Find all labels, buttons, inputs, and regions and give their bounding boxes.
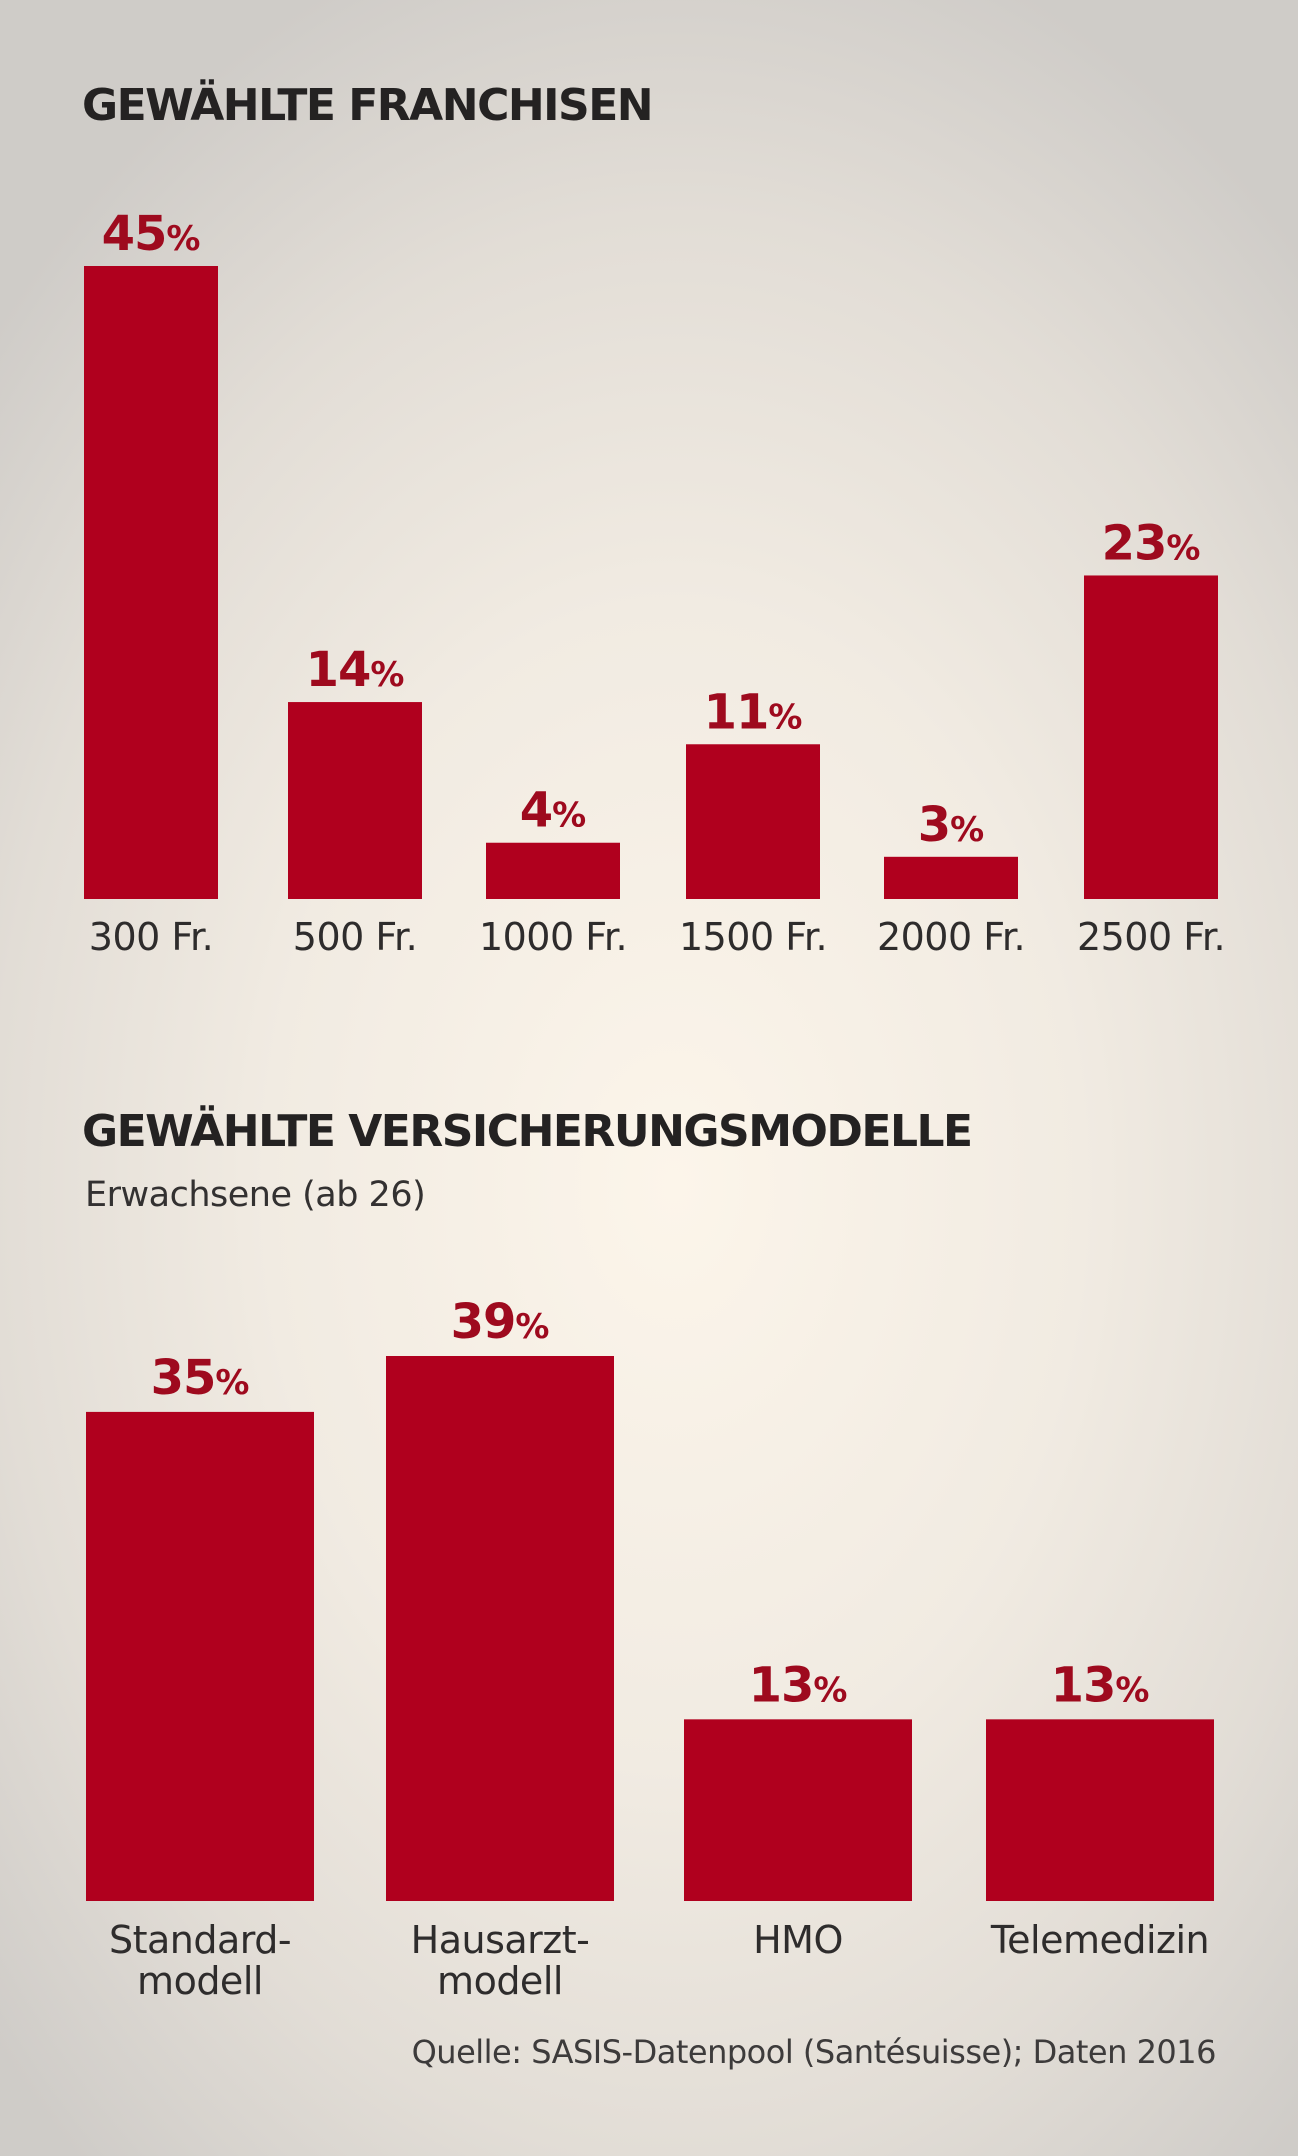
category-label-hmo: HMO xyxy=(753,1918,843,1962)
category-label-500-fr: 500 Fr. xyxy=(293,915,417,959)
bar-1500-fr xyxy=(686,744,820,899)
value-label-telemedizin: 13% xyxy=(1051,1657,1150,1713)
bar-telemedizin xyxy=(986,1719,1214,1901)
value-label-500-fr: 14% xyxy=(306,642,405,698)
bar-standard-modell xyxy=(86,1411,314,1901)
value-label-2500-fr: 23% xyxy=(1102,515,1201,571)
value-label-300-fr: 45% xyxy=(102,206,201,262)
value-label-2000-fr: 3% xyxy=(918,797,984,853)
value-label-standard-modell: 35% xyxy=(151,1350,250,1406)
insurance-model-chart-title: GEWÄHLTE VERSICHERUNGSMODELLE xyxy=(82,1106,973,1157)
category-label-1000-fr: 1000 Fr. xyxy=(479,915,627,959)
bar-500-fr xyxy=(288,702,422,899)
bar-2500-fr xyxy=(1084,575,1218,899)
category-label-1500-fr: 1500 Fr. xyxy=(679,915,827,959)
category-label-standard-modell-line2: modell xyxy=(137,1959,263,2003)
category-label-hausarzt-modell-line1: Hausarzt- xyxy=(411,1918,590,1962)
value-label-hmo: 13% xyxy=(749,1657,848,1713)
category-label-2500-fr: 2500 Fr. xyxy=(1077,915,1225,959)
bar-1000-fr xyxy=(486,842,620,899)
bar-2000-fr xyxy=(884,856,1018,899)
bar-hmo xyxy=(684,1719,912,1901)
category-label-2000-fr: 2000 Fr. xyxy=(877,915,1025,959)
value-label-hausarzt-modell: 39% xyxy=(451,1294,550,1350)
value-label-1000-fr: 4% xyxy=(520,783,586,839)
bar-300-fr xyxy=(84,266,218,899)
category-label-standard-modell-line1: Standard- xyxy=(109,1918,291,1962)
category-label-hausarzt-modell-line2: modell xyxy=(437,1959,563,2003)
category-label-telemedizin: Telemedizin xyxy=(990,1918,1209,1962)
source-note: Quelle: SASIS-Datenpool (Santésuisse); D… xyxy=(411,2033,1217,2071)
insurance-model-chart-subtitle: Erwachsene (ab 26) xyxy=(85,1175,426,1215)
franchise-chart-title: GEWÄHLTE FRANCHISEN xyxy=(82,80,654,131)
franchise-bar-chart: 45% 300 Fr. 14% 500 Fr. 4% 1000 Fr. 11% 1500 Fr… xyxy=(84,206,1226,959)
category-label-300-fr: 300 Fr. xyxy=(89,915,213,959)
value-label-1500-fr: 11% xyxy=(704,684,803,740)
bar-hausarzt-modell xyxy=(386,1356,614,1901)
insurance-model-bar-chart: 35% Standard-modell 39% Hausarzt-modell 13% H… xyxy=(86,1294,1214,2003)
